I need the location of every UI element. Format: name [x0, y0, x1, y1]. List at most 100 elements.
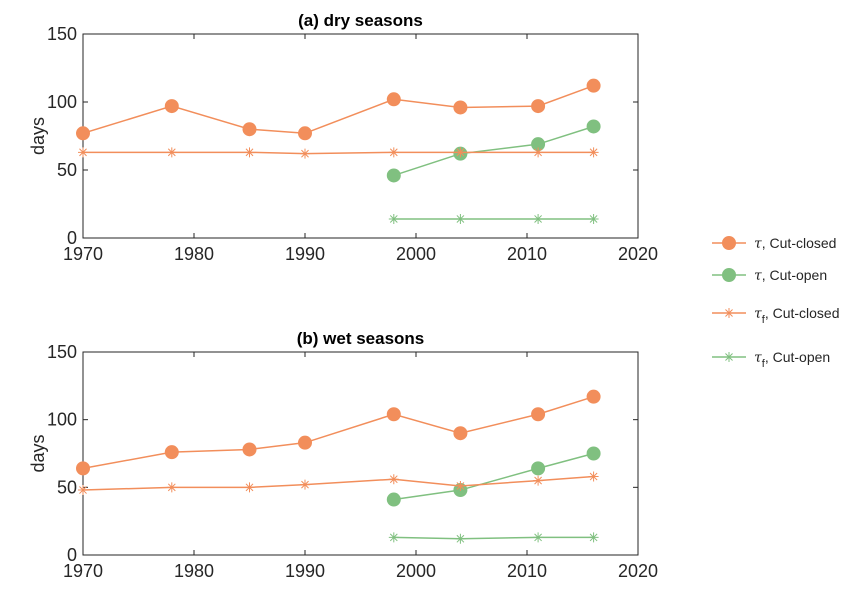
- panel-wet-seasons: 1970 1980 1990 2000 2010 2020 0 50 100 150 (b) wet…: [28, 329, 658, 581]
- data-point: [300, 148, 310, 159]
- x-tick-label: 1980: [174, 561, 214, 581]
- data-point: [78, 485, 88, 496]
- y-tick-label: 50: [57, 477, 77, 497]
- data-point: [455, 147, 466, 158]
- series-tau_closed: [76, 78, 601, 141]
- data-point: [388, 532, 399, 543]
- panel-dry-seasons: 1970 1980 1990 2000 2010 2020 0 50 100 150 (a) dry…: [28, 11, 658, 264]
- series-tauf_closed: [78, 471, 599, 496]
- y-tick-label: 150: [47, 342, 77, 362]
- legend-label: τf, Cut-closed: [754, 305, 840, 326]
- data-point: [533, 475, 544, 486]
- x-tick-label: 1970: [63, 244, 103, 264]
- data-point: [242, 442, 257, 457]
- y-tick-label: 50: [57, 160, 77, 180]
- data-point: [298, 126, 312, 141]
- data-point: [533, 147, 544, 158]
- legend-symbol: τ: [754, 268, 762, 284]
- chart-title: (b) wet seasons: [297, 329, 425, 348]
- legend-entry-tau_closed: τ, Cut-closed: [712, 235, 836, 252]
- data-point: [386, 407, 401, 422]
- series-tauf_closed: [78, 147, 599, 159]
- data-point: [588, 471, 599, 482]
- data-point: [388, 213, 399, 224]
- y-tick-label: 100: [47, 410, 77, 430]
- data-point: [453, 100, 468, 115]
- x-tick-label: 1990: [285, 244, 325, 264]
- x-tick-label: 2010: [507, 244, 547, 264]
- data-point: [455, 213, 466, 224]
- legend-label: τ, Cut-closed: [754, 235, 836, 252]
- data-point: [166, 147, 177, 158]
- data-point: [586, 78, 601, 93]
- data-point: [388, 474, 399, 485]
- series-line: [393, 452, 594, 501]
- x-tick-label: 1990: [285, 561, 325, 581]
- series-tau_closed: [76, 389, 601, 476]
- legend-text: , Cut-closed: [765, 305, 840, 321]
- x-tick-label: 2020: [618, 244, 658, 264]
- data-point: [300, 479, 310, 490]
- series-tau_open: [386, 119, 601, 183]
- data-point: [455, 480, 466, 491]
- data-point: [455, 533, 466, 544]
- legend-subscript: f: [762, 358, 766, 370]
- axes-box: [82, 33, 639, 239]
- data-point: [386, 92, 401, 107]
- x-tick-label: 1970: [63, 561, 103, 581]
- data-point: [76, 461, 90, 476]
- data-point: [244, 482, 255, 493]
- legend-entry-tau_open: τ, Cut-open: [712, 267, 827, 284]
- y-axis-label: days: [28, 117, 48, 155]
- data-point: [533, 213, 544, 224]
- series-line: [393, 536, 594, 540]
- x-tick-label: 2020: [618, 561, 658, 581]
- legend-text: , Cut-open: [762, 267, 827, 283]
- data-point: [533, 532, 544, 543]
- y-tick-label: 0: [67, 228, 77, 248]
- legend-marker: [722, 268, 736, 282]
- x-tick-label: 2000: [396, 561, 436, 581]
- data-point: [453, 426, 468, 441]
- axes-box: [82, 351, 639, 556]
- legend-symbol: τ: [754, 306, 762, 322]
- data-point: [531, 407, 546, 422]
- data-point: [588, 532, 599, 543]
- y-tick-label: 100: [47, 92, 77, 112]
- data-point: [588, 213, 599, 224]
- data-point: [298, 435, 312, 450]
- legend-label: τ, Cut-open: [754, 267, 827, 284]
- data-point: [386, 168, 401, 183]
- data-point: [588, 147, 599, 158]
- data-point: [586, 446, 601, 461]
- data-point: [531, 99, 546, 114]
- legend-symbol: τ: [754, 350, 762, 366]
- legend-symbol: τ: [754, 236, 762, 252]
- data-point: [164, 99, 179, 114]
- legend-text: , Cut-open: [765, 349, 830, 365]
- data-point: [386, 492, 401, 507]
- x-tick-label: 1980: [174, 244, 214, 264]
- legend-text: , Cut-closed: [762, 235, 837, 251]
- series-line: [82, 475, 594, 491]
- legend-entry-tauf_open: τf, Cut-open: [712, 349, 830, 370]
- data-point: [242, 122, 257, 137]
- legend-marker: [722, 236, 736, 250]
- chart-title: (a) dry seasons: [298, 11, 423, 30]
- series-line: [83, 151, 594, 155]
- data-point: [76, 126, 90, 141]
- legend-label: τf, Cut-open: [754, 349, 830, 370]
- data-point: [388, 147, 399, 158]
- series-tauf_open: [388, 532, 599, 544]
- y-tick-label: 150: [47, 24, 77, 44]
- series-tau_open: [386, 446, 601, 507]
- data-point: [586, 389, 601, 404]
- data-point: [531, 461, 546, 476]
- legend-marker: [724, 308, 734, 318]
- series-line: [82, 84, 594, 135]
- legend-marker: [724, 352, 734, 362]
- data-point: [586, 119, 601, 134]
- x-tick-label: 2000: [396, 244, 436, 264]
